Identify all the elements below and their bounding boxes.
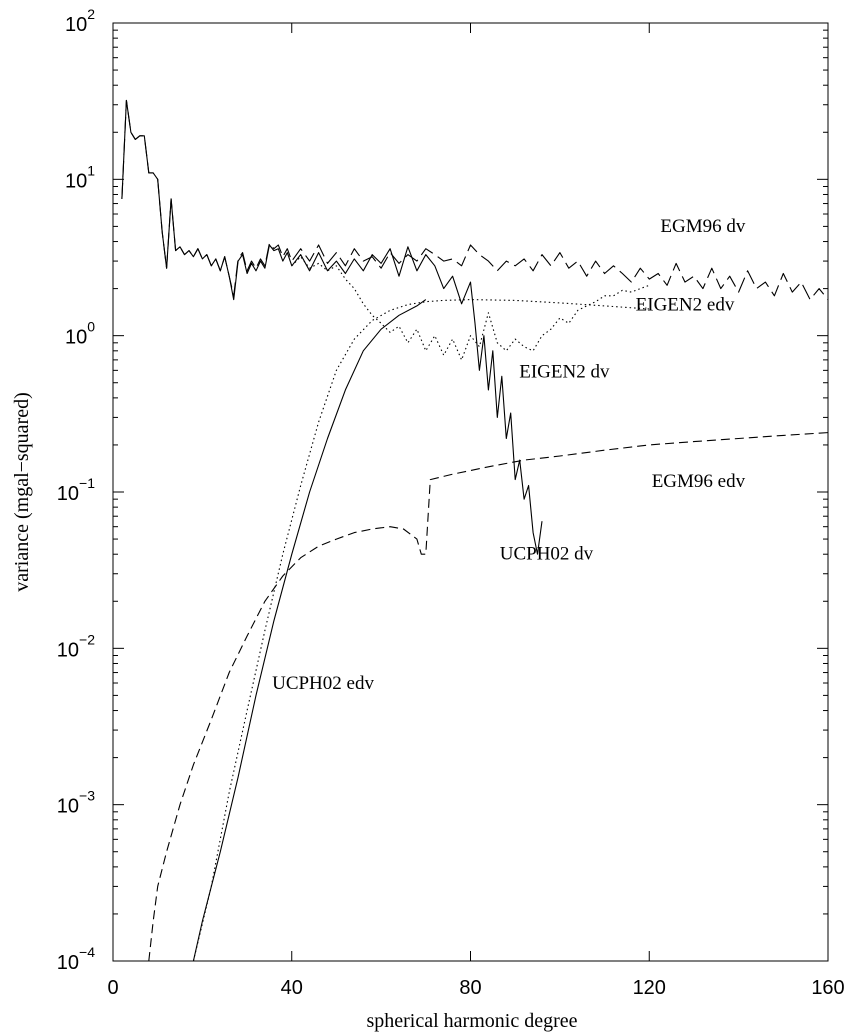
y-tick-label: 100 <box>65 319 95 349</box>
series-label-egm96-dv: EGM96 dv <box>660 216 745 237</box>
y-tick-label: 10−1 <box>57 475 95 505</box>
y-tick-base: 10 <box>57 483 79 505</box>
y-tick-base: 10 <box>65 327 87 349</box>
series-label-eigen2-edv: EIGEN2 edv <box>636 294 735 315</box>
x-tick-label: 40 <box>281 977 303 999</box>
y-tick-base: 10 <box>57 952 79 974</box>
series-label-egm96-edv: EGM96 edv <box>652 471 746 492</box>
y-axis-title: variance (mgal−squared) <box>11 392 33 592</box>
y-tick-exponent: −3 <box>79 788 95 804</box>
y-tick-base: 10 <box>65 14 87 36</box>
x-axis-ticks: 0 40 80 120 160 <box>107 23 845 999</box>
y-tick-base: 10 <box>65 170 87 192</box>
y-tick-exponent: 2 <box>87 6 95 22</box>
y-tick-exponent: −1 <box>79 475 95 491</box>
y-tick-label: 101 <box>65 162 95 192</box>
x-tick-label: 80 <box>459 977 481 999</box>
series-line-ucph02-dv <box>121 99 543 555</box>
series-annotations: EGM96 dv EIGEN2 edv EIGEN2 dv EGM96 edv UCPH… <box>272 216 746 694</box>
y-tick-base: 10 <box>57 639 79 661</box>
series-lines <box>121 99 829 962</box>
y-tick-exponent: −4 <box>79 944 95 960</box>
x-tick-label: 0 <box>107 977 118 999</box>
y-tick-base: 10 <box>57 796 79 818</box>
series-line-eigen2-dv <box>291 256 650 361</box>
plot-area-border <box>112 22 829 962</box>
y-tick-label: 10−2 <box>57 631 95 661</box>
series-line-egm96-edv <box>148 432 829 962</box>
x-axis-title: spherical harmonic degree <box>366 1010 577 1032</box>
series-label-ucph02-dv: UCPH02 dv <box>500 544 594 565</box>
y-tick-label: 10−4 <box>57 944 95 974</box>
plot-frame <box>112 22 829 962</box>
y-tick-label: 102 <box>65 6 95 36</box>
series-label-ucph02-edv: UCPH02 edv <box>272 673 374 694</box>
y-tick-exponent: 1 <box>87 162 95 178</box>
series-line-ucph02-edv <box>192 299 427 962</box>
x-tick-label: 120 <box>633 977 666 999</box>
y-tick-exponent: −2 <box>79 631 95 647</box>
x-tick-label: 160 <box>811 977 844 999</box>
y-tick-label: 10−3 <box>57 788 95 818</box>
series-line-eigen2-edv <box>192 299 650 962</box>
series-label-eigen2-dv: EIGEN2 dv <box>519 362 610 383</box>
y-tick-exponent: 0 <box>87 319 95 335</box>
